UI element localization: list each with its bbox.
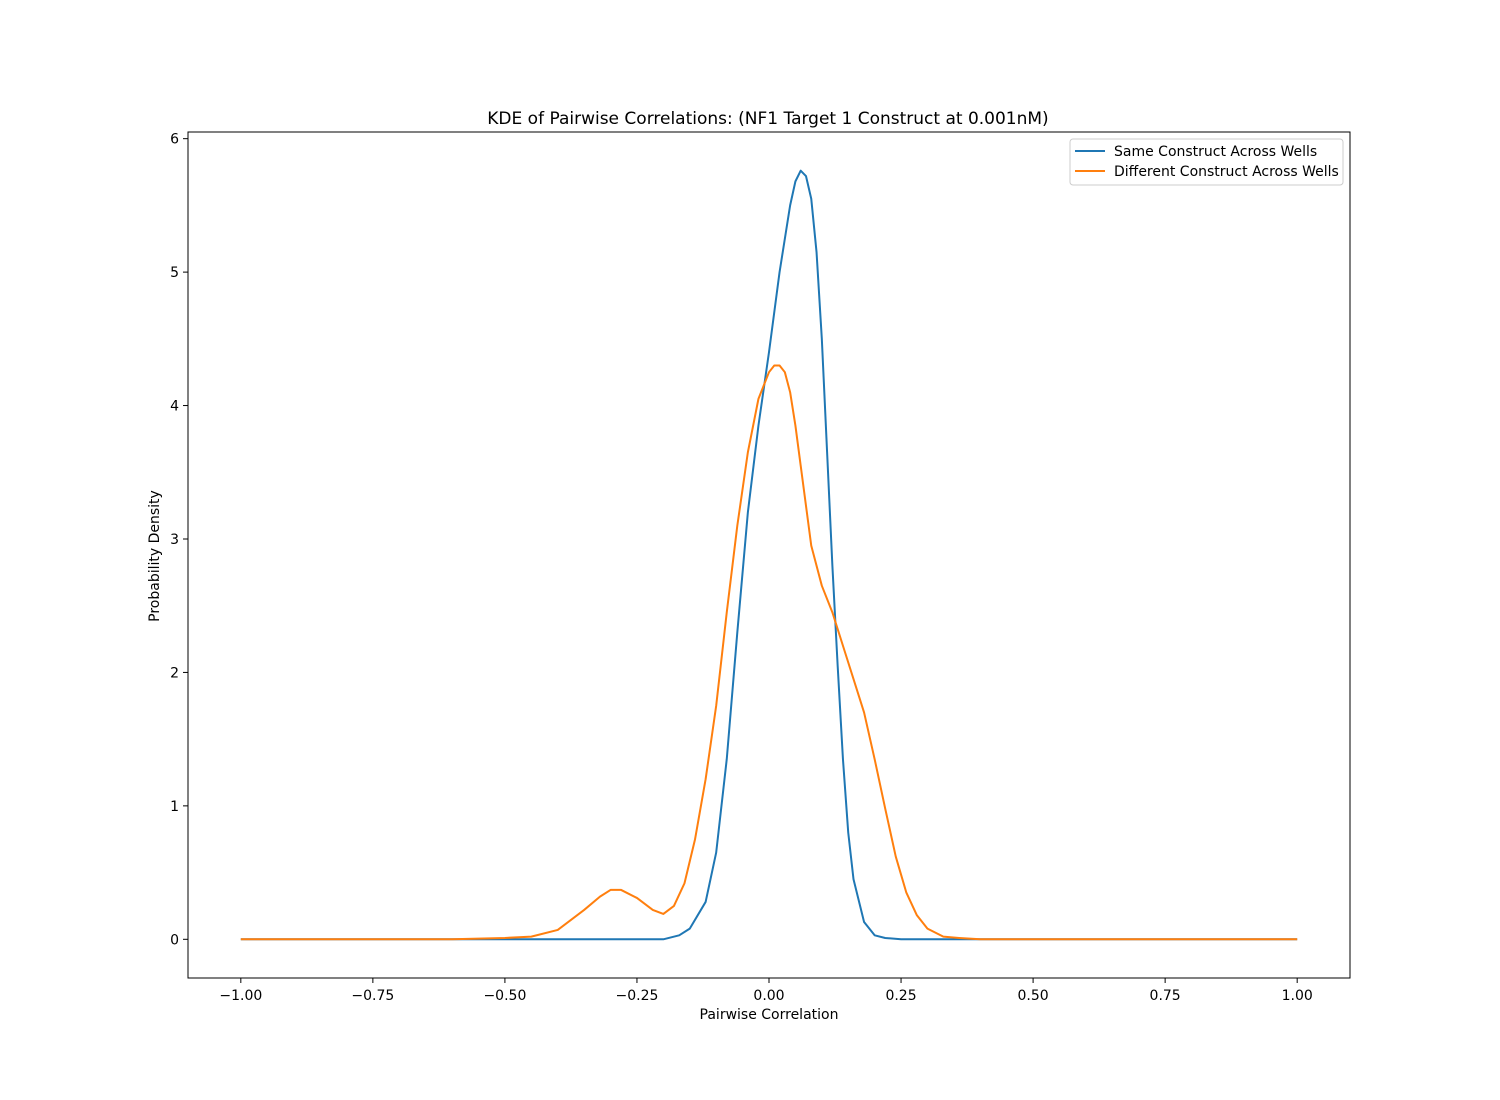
x-tick-label: 0.25: [885, 988, 916, 1004]
y-tick-label: 2: [170, 665, 179, 681]
x-axis-label: Pairwise Correlation: [700, 1007, 839, 1023]
y-axis: 0 1 2 3 4 5 6: [170, 132, 188, 948]
series-line-0: [240, 169, 1298, 941]
x-tick-label: −1.00: [219, 988, 262, 1004]
legend: Same Construct Across Wells Different Co…: [1069, 138, 1344, 186]
plot-frame: [187, 131, 1351, 979]
x-tick-label: −0.75: [351, 988, 394, 1004]
legend-label-different-construct: Different Construct Across Wells: [1114, 164, 1339, 180]
y-tick-label: 1: [170, 799, 179, 815]
x-axis: −1.00 −0.75 −0.50 −0.25 0.00 0.25 0.50 0.75 1.00: [219, 978, 1313, 1004]
x-tick-label: 0.75: [1150, 988, 1181, 1004]
y-tick-label: 5: [170, 265, 179, 281]
y-tick-label: 0: [170, 932, 179, 948]
legend-label-same-construct: Same Construct Across Wells: [1114, 144, 1317, 160]
series-line-1: [240, 364, 1298, 941]
x-tick-label: 0.00: [753, 988, 784, 1004]
x-tick-label: 1.00: [1282, 988, 1313, 1004]
x-tick-label: 0.50: [1018, 988, 1049, 1004]
x-tick-label: −0.50: [483, 988, 526, 1004]
chart-title: KDE of Pairwise Correlations: (NF1 Targe…: [487, 109, 1048, 129]
y-tick-label: 4: [170, 399, 179, 415]
y-tick-label: 3: [170, 532, 179, 548]
plot-area: [240, 169, 1298, 941]
legend-box: [1069, 138, 1344, 186]
x-tick-label: −0.25: [616, 988, 659, 1004]
y-tick-label: 6: [170, 132, 179, 148]
y-axis-label: Probability Density: [147, 490, 163, 622]
